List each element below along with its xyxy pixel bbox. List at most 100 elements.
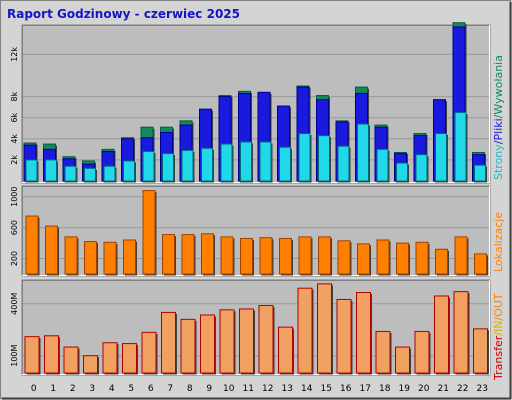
pages-bar xyxy=(45,159,57,182)
pages-bar xyxy=(357,123,369,182)
transfer-bar xyxy=(63,346,79,374)
panel-area xyxy=(21,279,491,376)
hour-label: 17 xyxy=(360,384,371,394)
transfer-bar xyxy=(200,314,215,374)
pages-bar xyxy=(181,149,194,182)
hour-label: 20 xyxy=(418,384,430,394)
label-sep-3: / xyxy=(492,332,505,336)
hour-label: 7 xyxy=(167,384,173,394)
pages-bar xyxy=(298,133,311,182)
locations-bar xyxy=(220,236,234,275)
locations-bar xyxy=(415,241,429,275)
hour-label: 0 xyxy=(31,384,37,394)
locations-bar xyxy=(474,253,487,275)
transfer-bar xyxy=(375,330,391,374)
locations-bar xyxy=(259,237,273,275)
middle-axis-label: Lokalizacje xyxy=(492,212,505,272)
hour-label: 14 xyxy=(301,384,313,394)
locations-bar xyxy=(396,242,409,275)
locations-bar xyxy=(435,248,448,275)
pages-bar xyxy=(142,150,155,182)
transfer-bar xyxy=(161,311,176,374)
locations-bar xyxy=(103,241,117,275)
locations-bar xyxy=(454,236,468,275)
label-sep-4: / xyxy=(492,317,505,321)
locations-bar xyxy=(162,234,175,275)
transfer-bar xyxy=(453,291,469,374)
locations-bar xyxy=(279,237,292,275)
transfer-bar xyxy=(414,330,430,374)
y-tick-label: 100M xyxy=(10,345,19,367)
transfer-bar xyxy=(258,305,274,374)
locations-bar xyxy=(376,239,390,275)
pages-bar xyxy=(474,164,486,182)
hour-label: 22 xyxy=(457,384,468,394)
hour-label: 19 xyxy=(399,384,411,394)
pages-bar xyxy=(84,167,96,182)
panel-area xyxy=(21,185,491,277)
transfer-bar xyxy=(356,292,371,374)
pages-bar xyxy=(415,154,428,182)
locations-bar xyxy=(201,233,214,275)
hour-label: 21 xyxy=(438,384,449,394)
transfer-bar xyxy=(122,343,137,374)
locations-bar xyxy=(337,240,351,275)
pages-bar xyxy=(220,143,233,182)
transfer-bar xyxy=(83,355,98,374)
label-locations: Lokalizacje xyxy=(492,212,505,272)
hour-label: 2 xyxy=(70,384,76,394)
transfer-bar xyxy=(434,295,449,374)
y-tick-label: 2k xyxy=(10,155,19,165)
transfer-bar xyxy=(44,335,59,374)
pages-bar xyxy=(240,141,252,182)
label-hits: Wywołania xyxy=(492,55,505,115)
hour-axis-labels: 0 1 2 3 4 5 6 7 8 9 10 11 12 13 14 15 16 17 18 19 20 21 22 23 xyxy=(31,384,488,394)
transfer-bar xyxy=(473,328,488,374)
transfer-bar xyxy=(102,342,118,374)
label-sep-2: / xyxy=(492,114,505,118)
transfer-bar xyxy=(24,336,40,374)
transfer-bar xyxy=(239,308,254,374)
hour-label: 3 xyxy=(89,384,95,394)
hour-label: 18 xyxy=(379,384,391,394)
pages-bar xyxy=(318,135,330,182)
transfer-bar xyxy=(297,287,313,374)
hour-label: 11 xyxy=(243,384,254,394)
pages-bar xyxy=(64,165,77,182)
locations-bar xyxy=(45,225,58,275)
locations-bar xyxy=(64,236,78,275)
pages-bar xyxy=(259,141,272,182)
hour-label: 9 xyxy=(206,384,212,394)
pages-bar xyxy=(337,145,350,182)
pages-bar xyxy=(376,148,389,182)
hour-label: 23 xyxy=(477,384,488,394)
locations-bar xyxy=(181,234,195,275)
locations-bar xyxy=(298,236,312,275)
y-tick-label: 400M xyxy=(10,293,19,315)
locations-bar xyxy=(240,237,253,275)
label-files: Pliki xyxy=(492,118,505,140)
transfer-bar xyxy=(141,331,157,374)
transfer-bar xyxy=(180,318,196,374)
y-tick-label: 6k xyxy=(10,112,19,122)
label-out: OUT xyxy=(492,293,505,317)
bottom-axis-label: Transfer/IN/OUT xyxy=(492,293,505,381)
hour-label: 8 xyxy=(187,384,193,394)
y-tick-label: 8k xyxy=(10,91,19,101)
y-tick-label: 200 xyxy=(10,251,19,266)
locations-bar xyxy=(84,241,97,275)
pages-bar xyxy=(103,165,116,182)
pages-bar xyxy=(162,153,174,182)
locations-bar xyxy=(123,239,136,275)
locations-bar xyxy=(142,190,156,275)
pages-bar xyxy=(435,133,447,182)
transfer-bar xyxy=(278,326,293,374)
hour-label: 10 xyxy=(223,384,235,394)
y-tick-label: 1000 xyxy=(10,187,19,207)
hour-label: 13 xyxy=(282,384,293,394)
locations-bar xyxy=(25,215,39,275)
pages-bar xyxy=(396,162,408,182)
hits-files-pages-panel: 2k 4k 6k 8k 12k xyxy=(10,22,491,184)
transfer-bar xyxy=(336,298,352,374)
